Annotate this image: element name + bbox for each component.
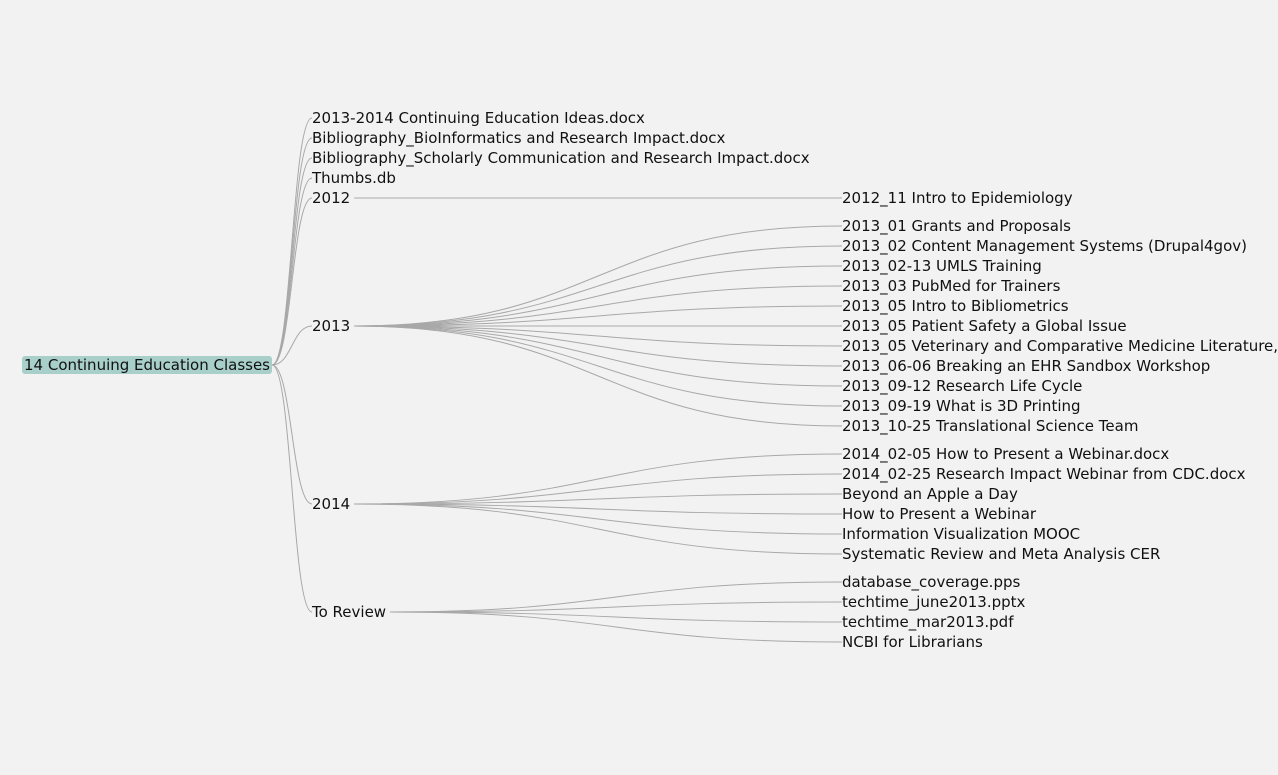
link-level1-to-leaf [354,285,843,327]
leaf-node[interactable]: How to Present a Webinar [842,505,1037,523]
leaf-node[interactable]: Systematic Review and Meta Analysis CER [842,545,1161,563]
leaf-node[interactable]: database_coverage.pps [842,573,1021,591]
leaf-node[interactable]: 2013_02-13 UMLS Training [842,257,1042,275]
link-root-to-level1 [271,197,313,366]
root-node[interactable]: 14 Continuing Education Classes [22,356,272,374]
link-root-to-level1 [271,364,313,505]
leaf-node[interactable]: 2014_02-25 Research Impact Webinar from … [842,465,1246,483]
leaf-node[interactable]: 2013_01 Grants and Proposals [842,217,1071,235]
leaf-node[interactable]: 2013_05 Veterinary and Comparative Medic… [842,337,1278,355]
link-level1-to-leaf [354,503,843,555]
leaf-node[interactable]: 2013_10-25 Translational Science Team [842,417,1139,435]
leaf-node[interactable]: techtime_june2013.pptx [842,593,1026,611]
link-level1-to-leaf [354,503,843,515]
link-level1-to-leaf [354,265,843,327]
link-root-to-level1 [271,364,313,613]
leaf-node[interactable]: 2013_02 Content Management Systems (Drup… [842,237,1247,255]
link-level1-to-leaf [354,473,843,505]
link-root-to-level1 [271,325,313,366]
link-level1-to-leaf [354,503,843,535]
link-root-to-level1 [271,117,313,366]
link-level1-to-leaf [354,325,843,427]
leaf-node[interactable]: techtime_mar2013.pdf [842,613,1014,631]
link-level1-to-leaf [354,453,843,505]
leaf-node[interactable]: 2013_05 Intro to Bibliometrics [842,297,1069,315]
level1-node-scholarly-docx[interactable]: Bibliography_Scholarly Communication and… [312,149,810,167]
leaf-node[interactable]: 2014_02-05 How to Present a Webinar.docx [842,445,1170,463]
link-level1-to-leaf [354,325,843,387]
level1-node-ideas-docx[interactable]: 2013-2014 Continuing Education Ideas.doc… [312,109,645,127]
link-level1-to-leaf [390,581,843,613]
link-root-to-level1 [271,137,313,366]
link-root-to-level1 [271,177,313,366]
link-level1-to-leaf [354,493,843,505]
level1-node-bioinformatics-docx[interactable]: Bibliography_BioInformatics and Research… [312,129,726,147]
level1-node-2012[interactable]: 2012 [312,189,351,207]
leaf-node[interactable]: Beyond an Apple a Day [842,485,1018,503]
leaf-node[interactable]: 2013_06-06 Breaking an EHR Sandbox Works… [842,357,1211,375]
link-level1-to-leaf [390,611,843,643]
leaf-node[interactable]: 2012_11 Intro to Epidemiology [842,189,1073,207]
link-level1-to-leaf [354,245,843,327]
link-root-to-level1 [271,157,313,366]
leaf-node[interactable]: 2013_09-19 What is 3D Printing [842,397,1081,415]
leaf-node[interactable]: 2013_03 PubMed for Trainers [842,277,1061,295]
level1-node-to-review[interactable]: To Review [312,603,387,621]
link-level1-to-leaf [354,305,843,327]
leaf-node[interactable]: 2013_09-12 Research Life Cycle [842,377,1083,395]
link-level1-to-leaf [354,325,843,407]
link-level1-to-leaf [354,325,843,347]
leaf-node[interactable]: Information Visualization MOOC [842,525,1081,543]
link-level1-to-leaf [390,601,843,613]
level1-node-2014[interactable]: 2014 [312,495,351,513]
leaf-node[interactable]: 2013_05 Patient Safety a Global Issue [842,317,1127,335]
link-level1-to-leaf [390,611,843,623]
link-level1-to-leaf [354,225,843,327]
level1-node-thumbs-db[interactable]: Thumbs.db [312,169,396,187]
link-level1-to-leaf [354,325,843,367]
leaf-node[interactable]: NCBI for Librarians [842,633,983,651]
level1-node-2013[interactable]: 2013 [312,317,351,335]
